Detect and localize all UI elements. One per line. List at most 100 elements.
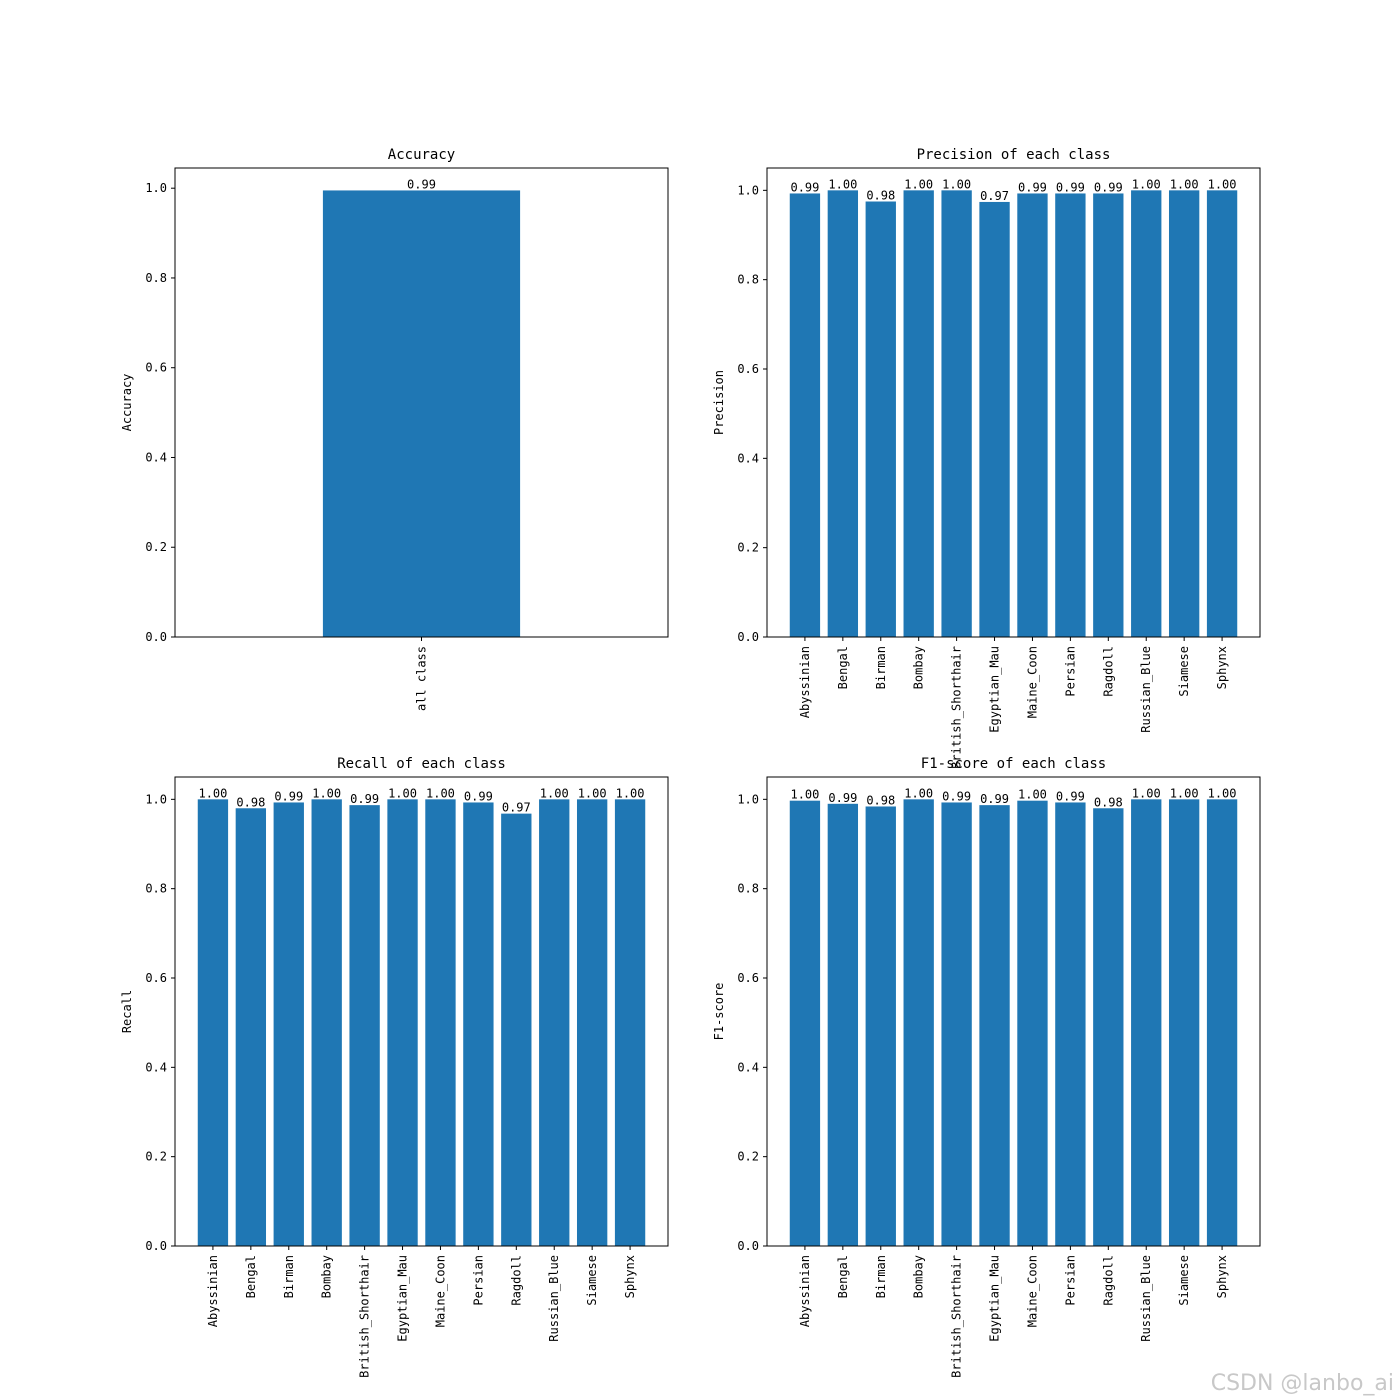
x-tick-label: Siamese xyxy=(1177,646,1191,697)
x-tick-label: Bombay xyxy=(912,646,926,689)
y-axis-label: F1-score xyxy=(712,983,726,1041)
y-tick-label: 0.4 xyxy=(145,450,167,464)
bar xyxy=(387,799,418,1246)
bar xyxy=(1131,190,1162,638)
bar-value-label: 1.00 xyxy=(426,786,455,800)
bar-value-label: 0.99 xyxy=(1056,789,1085,803)
y-tick-label: 1.0 xyxy=(145,181,167,195)
x-tick-label: Egyptian_Mau xyxy=(988,1255,1002,1342)
y-axis-label: Accuracy xyxy=(120,374,134,432)
y-tick-label: 0.4 xyxy=(737,1060,759,1074)
bar-value-label: 1.00 xyxy=(198,786,227,800)
x-tick-label: Persian xyxy=(471,1255,485,1306)
y-tick-label: 0.2 xyxy=(737,1150,759,1164)
bar-value-label: 0.98 xyxy=(866,793,895,807)
x-tick-label: Persian xyxy=(1063,646,1077,697)
x-tick-label: British_Shorthair xyxy=(950,1255,964,1378)
bar xyxy=(539,799,570,1246)
x-tick-label: Siamese xyxy=(1177,1255,1191,1306)
bar-value-label: 0.99 xyxy=(1094,180,1123,194)
y-tick-label: 1.0 xyxy=(737,792,759,806)
y-tick-label: 0.4 xyxy=(737,451,759,465)
x-tick-label: Sphynx xyxy=(1215,646,1229,689)
bar xyxy=(425,799,456,1246)
bar-value-label: 1.00 xyxy=(578,786,607,800)
bar-value-label: 0.99 xyxy=(1056,180,1085,194)
bar-value-label: 0.99 xyxy=(1018,180,1047,194)
x-tick-label: Bombay xyxy=(320,1255,334,1298)
x-tick-label: Sphynx xyxy=(623,1255,637,1298)
x-tick-label: Maine_Coon xyxy=(1025,646,1039,718)
recall-chart: Recall of each class Recall 0.0 0.2 0.4 0.6 0.… xyxy=(120,756,669,1378)
bar xyxy=(865,806,896,1246)
bar xyxy=(865,201,896,637)
x-tick-label: Bombay xyxy=(912,1255,926,1298)
y-tick-label: 0.0 xyxy=(145,1239,167,1253)
x-tick-label: Bengal xyxy=(836,646,850,689)
bar-value-label: 1.00 xyxy=(904,786,933,800)
bar-value-label: 0.99 xyxy=(350,792,379,806)
bar-value-label: 1.00 xyxy=(1208,786,1237,800)
bar-value-label: 1.00 xyxy=(540,786,569,800)
bar xyxy=(501,813,532,1246)
y-tick-label: 0.6 xyxy=(737,362,759,376)
bar xyxy=(197,799,229,1246)
bar-value-label: 0.98 xyxy=(1094,795,1123,809)
y-tick-label: 0.0 xyxy=(737,1239,759,1253)
bar xyxy=(311,799,342,1246)
x-tick-label: British_Shorthair xyxy=(358,1255,372,1378)
bar xyxy=(322,190,521,637)
bar-value-label: 1.00 xyxy=(1208,177,1237,191)
bar-value-label: 0.99 xyxy=(790,180,819,194)
bar-value-label: 0.97 xyxy=(980,189,1009,203)
x-tick-label: Russian_Blue xyxy=(547,1255,561,1342)
bar xyxy=(1168,190,1200,638)
x-tick-label: Abyssinian xyxy=(206,1255,220,1327)
x-tick-label: all class xyxy=(415,646,429,711)
plot-frame xyxy=(766,776,1261,1247)
plot-frame xyxy=(766,167,1261,638)
y-tick-label: 0.6 xyxy=(737,971,759,985)
y-tick-label: 0.0 xyxy=(737,630,759,644)
bar-value-label: 1.00 xyxy=(1132,786,1161,800)
bar xyxy=(1093,808,1124,1246)
bar-value-label: 1.00 xyxy=(1170,177,1199,191)
bar xyxy=(1168,799,1200,1246)
bar-value-label: 0.99 xyxy=(980,792,1009,806)
x-tick-label: Persian xyxy=(1063,1255,1077,1306)
bar-value-label: 0.98 xyxy=(236,795,265,809)
y-tick-label: 0.2 xyxy=(145,1150,167,1164)
bar-value-label: 0.98 xyxy=(866,189,895,203)
y-tick-label: 0.4 xyxy=(145,1060,167,1074)
y-tick-label: 0.8 xyxy=(737,882,759,896)
bar-value-label: 0.99 xyxy=(828,791,857,805)
bar xyxy=(349,805,380,1246)
y-tick-label: 0.2 xyxy=(145,540,167,554)
bar-value-label: 1.00 xyxy=(1132,177,1161,191)
bar xyxy=(1055,802,1086,1246)
bar xyxy=(903,190,934,638)
x-tick-label: Russian_Blue xyxy=(1139,1255,1153,1342)
x-tick-label: Birman xyxy=(874,1255,888,1298)
bar xyxy=(1131,799,1162,1246)
x-tick-label: Birman xyxy=(282,1255,296,1298)
bar xyxy=(1206,190,1238,638)
plot-frame xyxy=(174,776,669,1247)
y-tick-label: 1.0 xyxy=(145,792,167,806)
bar-value-label: 1.00 xyxy=(790,788,819,802)
bar xyxy=(614,799,646,1246)
chart-title: Accuracy xyxy=(388,147,455,163)
x-tick-label: Maine_Coon xyxy=(433,1255,447,1327)
bar xyxy=(827,190,859,638)
bar xyxy=(576,799,608,1246)
y-axis-label: Precision xyxy=(712,370,726,435)
bar xyxy=(979,201,1010,638)
y-tick-label: 1.0 xyxy=(737,183,759,197)
y-tick-label: 0.2 xyxy=(737,541,759,555)
bar xyxy=(1206,799,1238,1246)
x-tick-label: Egyptian_Mau xyxy=(988,646,1002,733)
x-tick-label: Maine_Coon xyxy=(1025,1255,1039,1327)
bar xyxy=(1017,800,1048,1246)
bar-value-label: 0.99 xyxy=(274,789,303,803)
